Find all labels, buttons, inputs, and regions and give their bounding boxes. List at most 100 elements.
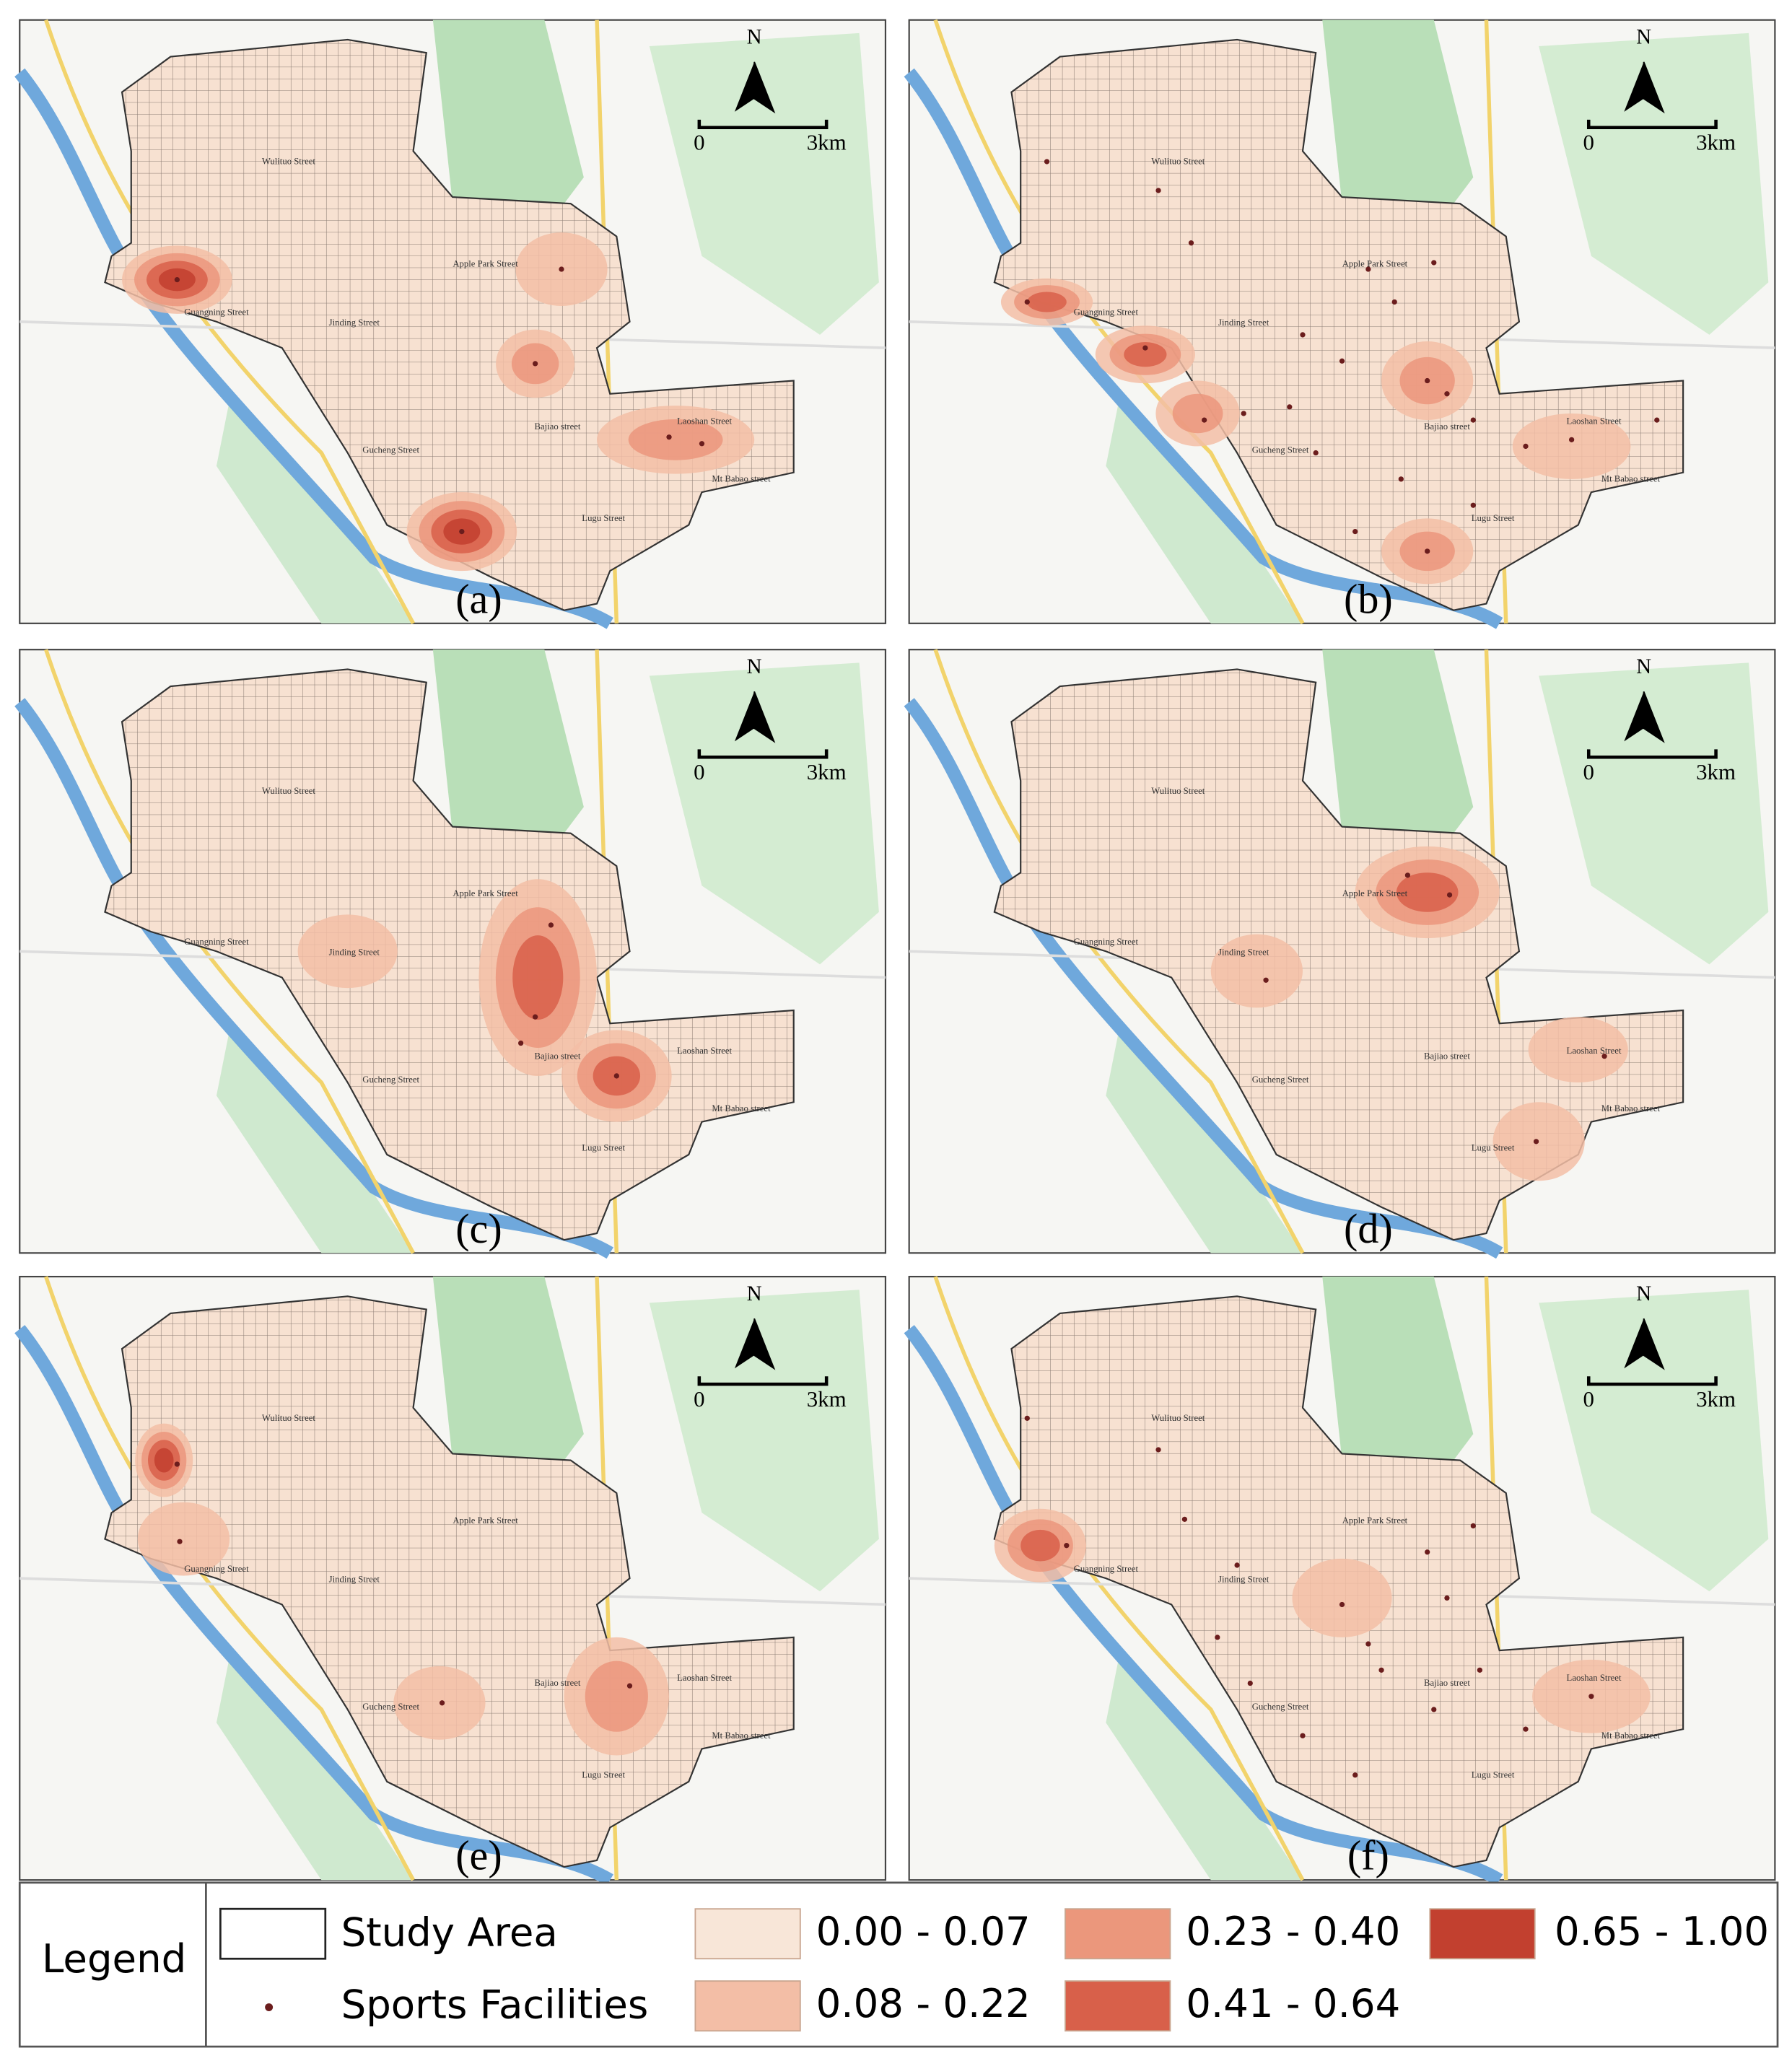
class-label: 0.23 - 0.40 bbox=[1186, 1908, 1400, 1954]
scale-end: 3km bbox=[807, 759, 847, 784]
hotspot bbox=[1292, 1558, 1392, 1637]
north-arrow bbox=[1624, 61, 1644, 112]
sports-facility bbox=[1533, 1139, 1539, 1145]
park bbox=[1322, 649, 1474, 860]
sports-facility bbox=[1446, 892, 1453, 898]
legend: Legend Study Area Sports Facilities 0.00… bbox=[18, 1881, 1779, 2048]
river bbox=[904, 68, 1503, 629]
class-swatch bbox=[1065, 1980, 1171, 2032]
class-label: 0.41 - 0.64 bbox=[1186, 1980, 1400, 2026]
sports-facility bbox=[1287, 404, 1293, 410]
hotspot bbox=[512, 935, 564, 1020]
map-panel: Wulituo Street Apple Park Street Guangning… bbox=[904, 19, 1776, 629]
hotspot bbox=[628, 419, 723, 460]
sports-facility bbox=[548, 922, 554, 928]
north-arrow bbox=[1643, 61, 1665, 114]
class-label: 0.65 - 1.00 bbox=[1555, 1908, 1769, 1954]
street-label: Wulituo Street bbox=[262, 157, 315, 167]
scale-bar bbox=[697, 749, 829, 759]
street-label: Apple Park Street bbox=[453, 258, 518, 268]
sports-facility bbox=[174, 1461, 180, 1467]
scale-bar bbox=[1586, 749, 1718, 759]
street-label: Gucheng Street bbox=[362, 445, 419, 455]
street-label: Mt Babao street bbox=[712, 1103, 771, 1113]
scale-start: 0 bbox=[694, 130, 704, 155]
hotspot bbox=[585, 1660, 648, 1732]
map-panel: Wulituo Street Apple Park Street Guangning… bbox=[904, 649, 1776, 1259]
street-label: Jinding Street bbox=[329, 1575, 380, 1585]
street-label: Wulituo Street bbox=[262, 786, 315, 796]
sports-facility bbox=[1215, 1635, 1220, 1640]
street-label: Lugu Street bbox=[1472, 1143, 1515, 1153]
hotspot bbox=[154, 1448, 174, 1473]
sports-facility bbox=[1064, 1543, 1070, 1549]
street-label: Lugu Street bbox=[582, 513, 625, 523]
street-label: Guangning Street bbox=[1074, 937, 1139, 947]
sports-facility bbox=[1404, 872, 1411, 878]
sports-facility bbox=[1470, 1523, 1476, 1529]
panel-label: (f) bbox=[1347, 1832, 1389, 1879]
hotspot bbox=[137, 1502, 230, 1576]
sports-facility bbox=[1425, 1549, 1430, 1555]
park bbox=[432, 1277, 584, 1487]
street-label: Mt Babao street bbox=[712, 474, 771, 484]
sports-facility bbox=[1431, 1707, 1437, 1712]
sports-facility bbox=[1313, 450, 1319, 456]
park bbox=[432, 649, 584, 860]
north-arrow bbox=[734, 691, 755, 742]
street-label: Mt Babao street bbox=[1601, 1103, 1661, 1113]
sports-facility bbox=[1339, 358, 1345, 364]
sports-facility bbox=[439, 1700, 445, 1706]
street-label: Guangning Street bbox=[184, 937, 249, 947]
street-label: Bajiao street bbox=[1424, 1051, 1470, 1061]
sports-facility bbox=[1365, 1641, 1371, 1647]
sports-facility bbox=[174, 276, 180, 283]
street-label: Laoshan Street bbox=[677, 1046, 732, 1056]
sports-facility bbox=[666, 434, 672, 440]
sports-facility bbox=[1523, 443, 1529, 450]
class-swatch bbox=[694, 1908, 801, 1960]
park bbox=[216, 1657, 414, 1881]
hotspot bbox=[1528, 1017, 1628, 1083]
street-label: Gucheng Street bbox=[1252, 445, 1309, 455]
street-label: Guangning Street bbox=[184, 1564, 249, 1574]
street-label: Gucheng Street bbox=[362, 1702, 419, 1712]
street-label: Apple Park Street bbox=[1342, 888, 1408, 898]
street-label: Wulituo Street bbox=[262, 1413, 315, 1423]
sports-facility bbox=[1444, 1595, 1450, 1601]
sports-facility bbox=[559, 266, 564, 272]
north-label: N bbox=[747, 1282, 762, 1305]
park bbox=[1106, 1657, 1303, 1881]
street-label: Jinding Street bbox=[1218, 1575, 1269, 1585]
park bbox=[1322, 1277, 1474, 1487]
sports-facility bbox=[1155, 1447, 1161, 1453]
sports-facility bbox=[1352, 528, 1358, 535]
street-label: Bajiao street bbox=[535, 421, 581, 432]
street-label: Guangning Street bbox=[1074, 307, 1139, 318]
scale-bar bbox=[697, 119, 829, 130]
scale-end: 3km bbox=[1696, 1386, 1736, 1412]
panel-label: (a) bbox=[455, 575, 502, 622]
street-label: Wulituo Street bbox=[1151, 786, 1205, 796]
street-label: Wulituo Street bbox=[1151, 157, 1205, 167]
sports-facility bbox=[613, 1073, 619, 1079]
hotspot bbox=[1396, 872, 1459, 912]
hotspot bbox=[1512, 413, 1631, 479]
north-label: N bbox=[1636, 1282, 1651, 1305]
street-label: Jinding Street bbox=[1218, 318, 1269, 328]
street-label: Gucheng Street bbox=[362, 1075, 419, 1085]
study-area-swatch bbox=[219, 1907, 327, 1960]
north-arrow bbox=[753, 1318, 776, 1370]
north-label: N bbox=[747, 25, 762, 48]
street-label: Jinding Street bbox=[329, 318, 380, 328]
hotspot bbox=[297, 914, 398, 989]
hotspot bbox=[393, 1666, 486, 1740]
legend-item: Study Area bbox=[341, 1909, 558, 1956]
park bbox=[649, 1290, 879, 1592]
sports-facility bbox=[1425, 377, 1430, 384]
scale-bar bbox=[1586, 119, 1718, 130]
park bbox=[1539, 662, 1769, 965]
sports-facility bbox=[459, 528, 465, 535]
sports-facility bbox=[532, 1014, 538, 1020]
sports-facility bbox=[626, 1683, 633, 1689]
